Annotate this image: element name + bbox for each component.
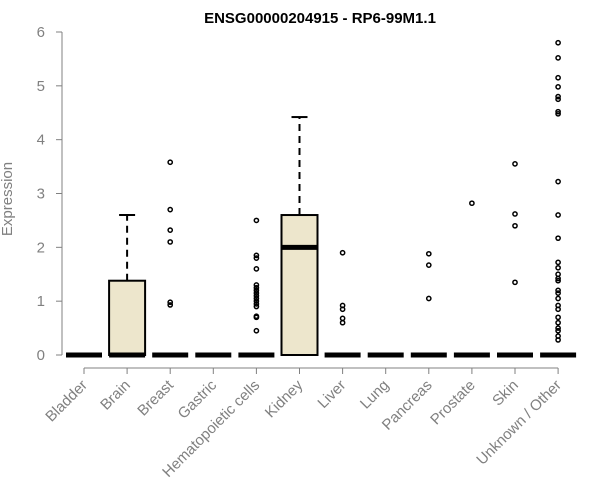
outlier-point xyxy=(253,282,260,288)
outlier-point xyxy=(555,287,561,294)
outlier-point xyxy=(555,84,561,90)
outlier-point xyxy=(253,314,260,321)
outlier-point xyxy=(555,314,561,321)
box-series xyxy=(66,116,577,358)
x-tick-label: Skin xyxy=(489,377,522,410)
outlier-point xyxy=(167,239,174,245)
y-tick-label: 4 xyxy=(37,132,45,149)
x-tick-label: Prostate xyxy=(427,377,479,429)
outlier-point xyxy=(253,295,260,302)
y-tick-label: 6 xyxy=(37,24,45,41)
outlier-point xyxy=(253,327,260,334)
box-rect xyxy=(108,279,147,356)
outlier-point xyxy=(425,295,432,302)
outlier-point xyxy=(555,277,561,284)
box-brain xyxy=(108,214,147,358)
box-rect xyxy=(280,214,319,356)
outlier-point xyxy=(555,110,561,117)
x-tick-label: Breast xyxy=(134,376,177,419)
y-tick-label: 1 xyxy=(37,293,45,310)
outlier-point xyxy=(555,96,561,103)
outlier-point xyxy=(167,206,174,213)
outlier-point xyxy=(253,266,260,272)
outlier-point xyxy=(555,259,561,266)
y-tick-label: 3 xyxy=(37,186,45,203)
outlier-point xyxy=(555,306,561,313)
y-tick-label: 0 xyxy=(37,347,45,364)
outlier-point xyxy=(512,279,518,286)
outlier-point xyxy=(555,319,561,326)
outlier-points xyxy=(167,39,561,343)
outlier-point xyxy=(339,319,346,326)
y-tick-label: 5 xyxy=(37,78,45,95)
outlier-point xyxy=(253,284,260,291)
outlier-point xyxy=(512,211,518,217)
outlier-point xyxy=(167,302,174,308)
y-axis-label: Expression xyxy=(0,162,16,236)
outlier-point xyxy=(253,290,260,296)
outlier-point xyxy=(555,290,561,296)
box-kidney xyxy=(280,116,319,356)
outlier-point xyxy=(555,325,561,331)
outlier-point xyxy=(555,74,561,81)
outlier-point xyxy=(253,298,260,305)
x-tick-label: Bladder xyxy=(42,377,91,426)
outlier-point xyxy=(253,252,260,259)
chart-title: ENSG00000204915 - RP6-99M1.1 xyxy=(204,10,436,27)
outlier-point xyxy=(555,337,561,343)
outlier-point xyxy=(555,108,561,115)
outlier-point xyxy=(555,275,561,282)
outlier-point xyxy=(555,54,561,61)
outlier-point xyxy=(555,212,561,218)
outlier-point xyxy=(253,217,260,224)
outlier-point xyxy=(512,161,518,167)
outlier-point xyxy=(555,295,561,302)
outlier-point xyxy=(339,249,346,256)
outlier-point xyxy=(555,39,561,46)
x-tick-label: Kidney xyxy=(262,376,307,421)
outlier-point xyxy=(555,235,561,242)
outlier-point xyxy=(425,262,432,268)
x-tick-label: Liver xyxy=(314,377,349,412)
outlier-point xyxy=(253,287,260,294)
outlier-point xyxy=(253,303,260,310)
outlier-point xyxy=(167,299,174,306)
x-tick-label: Brain xyxy=(97,377,134,414)
outlier-point xyxy=(167,159,174,166)
outlier-point xyxy=(425,250,432,257)
outlier-point xyxy=(512,222,518,229)
outlier-point xyxy=(339,306,346,313)
outlier-point xyxy=(555,178,561,185)
outlier-point xyxy=(253,255,260,261)
outlier-point xyxy=(253,292,260,299)
outlier-point xyxy=(167,227,174,233)
y-tick-label: 2 xyxy=(37,239,45,256)
x-tick-label: Lung xyxy=(357,377,393,413)
outlier-point xyxy=(555,93,561,100)
outlier-point xyxy=(555,327,561,334)
outlier-point xyxy=(253,301,260,307)
outlier-point xyxy=(469,200,475,207)
outlier-point xyxy=(555,264,561,271)
